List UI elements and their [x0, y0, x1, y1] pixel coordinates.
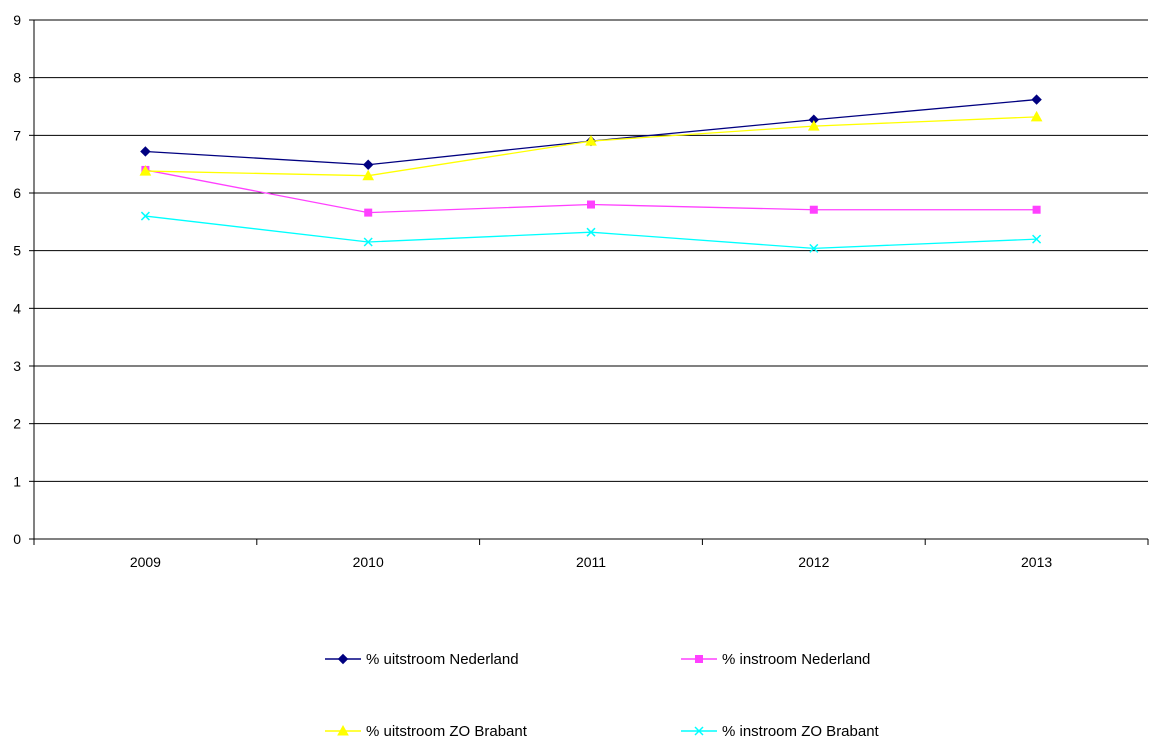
- x-tick-label: 2011: [576, 554, 606, 570]
- legend-swatch-marker: [337, 724, 349, 736]
- data-point: [362, 169, 375, 181]
- legend-label: % instroom ZO Brabant: [722, 723, 880, 740]
- data-point: [363, 237, 373, 247]
- data-point: [140, 146, 151, 157]
- y-tick-label: 2: [13, 416, 21, 432]
- legend-swatch-marker: [694, 726, 704, 736]
- series-0: [140, 94, 1042, 170]
- data-point: [807, 120, 820, 131]
- y-tick-label: 9: [13, 12, 21, 28]
- data-point: [586, 227, 596, 237]
- y-tick-label: 3: [13, 358, 21, 374]
- y-tick-label: 5: [13, 243, 21, 259]
- data-point: [809, 205, 818, 214]
- x-tick-label: 2013: [1021, 554, 1052, 570]
- data-point: [809, 243, 819, 253]
- legend-item: % instroom Nederland: [681, 651, 870, 668]
- y-tick-labels: 0 1 2 3 4 5 6 7 8 9: [13, 12, 21, 547]
- legend-label: % uitstroom ZO Brabant: [366, 723, 528, 740]
- data-point: [1032, 205, 1041, 214]
- legend: % uitstroom Nederland % instroom Nederlan…: [325, 651, 880, 740]
- data-point: [1030, 110, 1043, 122]
- y-tick-label: 1: [13, 473, 21, 489]
- legend-item: % uitstroom Nederland: [325, 651, 519, 668]
- y-tick-label: 7: [13, 127, 21, 143]
- x-tick-label: 2010: [353, 554, 384, 570]
- y-tick-label: 0: [13, 531, 21, 547]
- data-point: [362, 159, 374, 170]
- gridlines: [34, 19, 1148, 482]
- data-point: [140, 211, 150, 221]
- legend-label: % instroom Nederland: [722, 651, 870, 668]
- legend-item: % uitstroom ZO Brabant: [325, 723, 528, 740]
- legend-label: % uitstroom Nederland: [366, 651, 519, 668]
- series-line: [145, 98, 1037, 166]
- y-tick-label: 8: [13, 70, 21, 86]
- data-point: [587, 200, 595, 209]
- series-group: [139, 94, 1043, 253]
- legend-item: % instroom ZO Brabant: [681, 723, 880, 740]
- y-tick-label: 4: [13, 300, 21, 316]
- y-tick-label: 6: [13, 185, 21, 201]
- data-point: [1032, 234, 1042, 244]
- data-point: [585, 135, 597, 146]
- legend-swatch-marker: [695, 655, 703, 663]
- legend-swatch-marker: [337, 653, 349, 665]
- x-tick-label: 2009: [130, 554, 161, 570]
- data-point: [364, 208, 373, 217]
- series-2: [139, 110, 1043, 181]
- series-3: [140, 211, 1042, 253]
- x-tick-label: 2012: [798, 554, 829, 570]
- axes: [29, 19, 1149, 545]
- data-point: [1031, 94, 1042, 105]
- data-point: [139, 165, 152, 176]
- x-tick-labels: 2009 2010 2011 2012 2013: [130, 554, 1053, 570]
